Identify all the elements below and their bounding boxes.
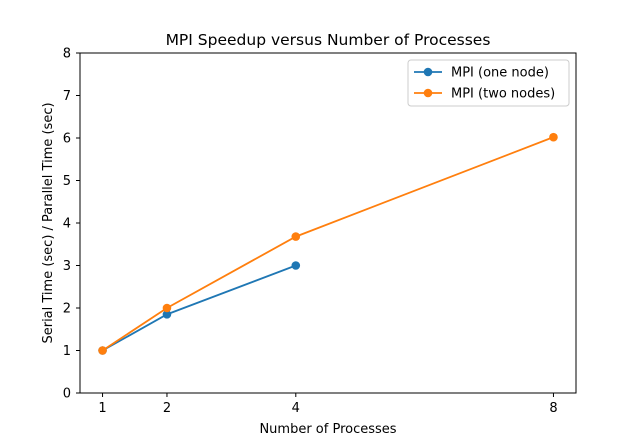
y-tick-label: 5 xyxy=(63,174,71,189)
y-tick-label: 3 xyxy=(63,259,71,274)
y-tick-label: 7 xyxy=(63,89,71,104)
series-two-nodes xyxy=(98,132,558,355)
data-point xyxy=(291,261,301,270)
series-line xyxy=(102,136,554,352)
y-axis-label: Serial Time (sec) / Parallel Time (sec) xyxy=(41,102,56,343)
x-tick-label: 1 xyxy=(98,401,106,416)
legend: MPI (one node) MPI (two nodes) xyxy=(407,59,570,107)
data-point xyxy=(162,303,172,313)
y-tick-label: 1 xyxy=(63,344,71,359)
legend-item: MPI (two nodes) xyxy=(414,87,555,102)
y-tick-label: 8 xyxy=(63,47,71,62)
legend-box xyxy=(407,59,570,107)
x-axis-label: Number of Processes xyxy=(259,422,396,437)
legend-label: MPI (one node) xyxy=(451,66,549,81)
y-tick-label: 6 xyxy=(63,132,71,147)
y-tick-label: 2 xyxy=(63,302,71,317)
data-point xyxy=(162,310,172,319)
y-axis-ticks: 0 1 2 3 4 5 6 7 8 xyxy=(63,47,80,402)
y-tick-label: 0 xyxy=(63,387,71,402)
legend-label: MPI (two nodes) xyxy=(451,87,555,102)
chart-title: MPI Speedup versus Number of Processes xyxy=(166,31,491,49)
x-tick-label: 2 xyxy=(163,401,171,416)
legend-item: MPI (one node) xyxy=(414,66,549,81)
data-point xyxy=(549,132,558,142)
legend-marker xyxy=(423,67,433,77)
x-axis-ticks: 1 2 4 8 xyxy=(98,393,558,416)
data-point xyxy=(291,232,301,241)
y-tick-label: 4 xyxy=(63,217,71,232)
x-tick-label: 8 xyxy=(549,401,557,416)
legend-marker xyxy=(423,88,433,98)
series-layer xyxy=(98,132,558,355)
x-tick-label: 4 xyxy=(292,401,300,416)
data-point xyxy=(98,346,107,355)
